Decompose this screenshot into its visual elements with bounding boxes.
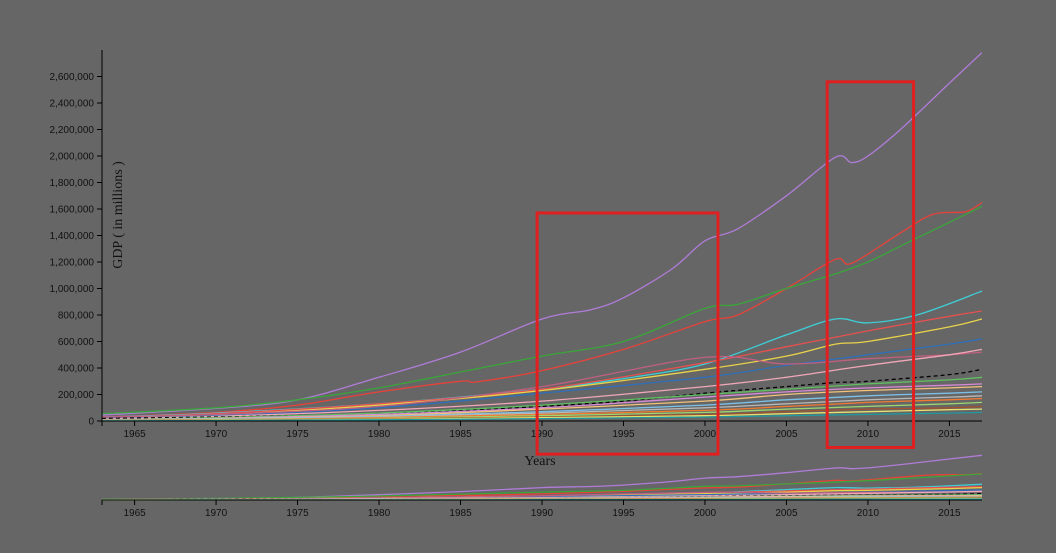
series-line-4 xyxy=(102,290,982,418)
x-tick-label: 1980 xyxy=(368,429,391,440)
x-tick-label: 1985 xyxy=(449,429,472,440)
context-x-tick-label: 1975 xyxy=(286,508,309,519)
x-tick-label: 1975 xyxy=(286,429,309,440)
context-x-axis[interactable]: 1965 1970 1975 1980 1985 1990 1995 2000 2005 2010… xyxy=(101,499,982,519)
series-line-5 xyxy=(102,310,982,419)
x-tick-label: 2010 xyxy=(857,429,880,440)
y-tick-label: 2,200,000 xyxy=(50,125,95,136)
series-line-11 xyxy=(102,376,982,421)
x-axis-title: Years xyxy=(524,454,555,469)
y-axis-title: GDP ( in millions ) xyxy=(111,161,126,269)
y-tick-label: 800,000 xyxy=(58,311,95,322)
context-series-line-3 xyxy=(101,473,983,500)
y-tick-label: 1,200,000 xyxy=(50,258,95,269)
highlight-boxes xyxy=(535,80,916,456)
series-line-9 xyxy=(102,348,982,420)
context-series-line-2 xyxy=(101,472,983,501)
y-tick-label: 1,400,000 xyxy=(50,231,95,242)
x-tick-label: 1965 xyxy=(123,429,146,440)
context-x-tick-label: 1995 xyxy=(612,508,635,519)
y-tick-label: 200,000 xyxy=(58,390,95,401)
y-tick-label: 600,000 xyxy=(58,337,95,348)
x-tick-label: 2000 xyxy=(694,429,717,440)
context-x-tick-label: 2010 xyxy=(857,508,880,519)
context-x-tick-label: 2000 xyxy=(694,508,717,519)
context-x-tick-label: 1965 xyxy=(123,508,146,519)
x-tick-label: 1970 xyxy=(205,429,228,440)
x-tick-label: 2015 xyxy=(938,429,961,440)
y-tick-label: 2,000,000 xyxy=(50,152,95,163)
highlight-box-2 xyxy=(825,80,916,450)
series-line-2 xyxy=(102,201,982,418)
series-line-20 xyxy=(102,411,982,421)
series-line-3 xyxy=(102,205,982,415)
y-tick-label: 1,800,000 xyxy=(50,178,95,189)
x-tick-label: 1990 xyxy=(531,429,554,440)
series-line-7 xyxy=(102,338,982,420)
y-tick-label: 2,600,000 xyxy=(50,72,95,83)
focus-series-lines xyxy=(102,52,982,421)
series-line-1 xyxy=(102,52,982,416)
context-x-tick-label: 1970 xyxy=(205,508,228,519)
y-tick-label: 1,600,000 xyxy=(50,205,95,216)
highlight-box-1 xyxy=(535,211,720,456)
context-x-tick-label: 1985 xyxy=(449,508,472,519)
y-tick-label: 0 xyxy=(88,417,94,428)
y-tick-label: 400,000 xyxy=(58,364,95,375)
context-x-tick-label: 2005 xyxy=(775,508,798,519)
series-line-8 xyxy=(102,351,982,418)
y-tick-label: 1,000,000 xyxy=(50,284,95,295)
x-tick-label: 2005 xyxy=(775,429,798,440)
y-tick-label: 2,400,000 xyxy=(50,99,95,110)
context-x-tick-label: 1980 xyxy=(368,508,391,519)
x-axis: 1965 1970 1975 1980 1985 1990 1995 2000 2005 2010… xyxy=(101,420,982,440)
context-x-tick-label: 2015 xyxy=(938,508,961,519)
x-tick-label: 1995 xyxy=(612,429,635,440)
y-axis: 0 200,000 400,000 600,000 800,000 1,000,000 1,… xyxy=(50,50,103,428)
context-x-tick-label: 1990 xyxy=(531,508,554,519)
